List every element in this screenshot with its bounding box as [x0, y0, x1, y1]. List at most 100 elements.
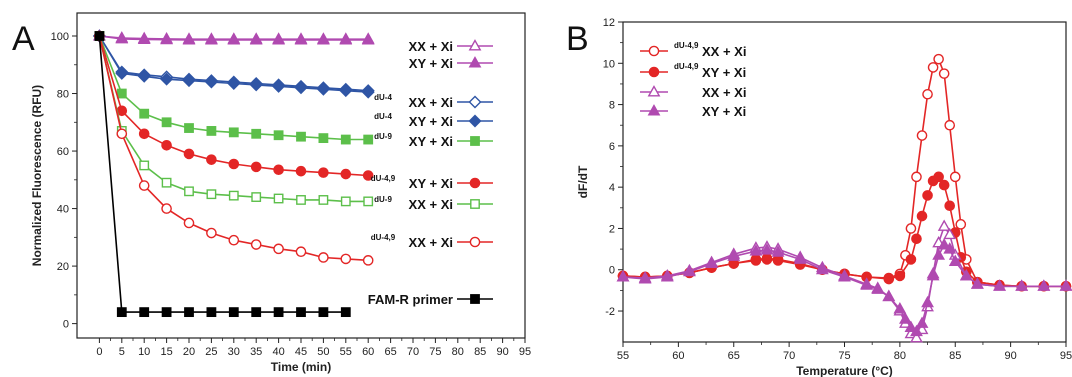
- legend-label: XY + Xi: [409, 176, 453, 191]
- data-point: [115, 66, 129, 80]
- legend-label: XY + Xi: [409, 134, 453, 149]
- legend-marker: [648, 45, 660, 57]
- data-point: [184, 123, 194, 133]
- legend-marker: [468, 95, 482, 109]
- data-point: [228, 127, 239, 138]
- data-point: [361, 85, 375, 99]
- panel-label: A: [12, 20, 35, 58]
- y-tick-label: -2: [605, 306, 615, 318]
- data-point: [116, 88, 127, 99]
- legend-marker: [468, 114, 482, 128]
- data-point: [184, 307, 194, 318]
- data-point: [899, 312, 912, 324]
- x-tick-label: 90: [1005, 350, 1017, 362]
- data-point: [838, 270, 851, 282]
- x-tick-label: 35: [250, 346, 262, 358]
- data-point: [904, 320, 918, 333]
- x-axis-label: Time (min): [271, 360, 331, 374]
- legend-superscript: dU-9: [374, 132, 392, 141]
- data-point: [905, 254, 917, 265]
- legend-superscript: dU-4: [374, 112, 392, 121]
- data-point: [362, 255, 374, 266]
- data-point: [911, 171, 922, 183]
- y-tick-label: 10: [603, 58, 615, 70]
- legend-superscript: dU-4: [374, 93, 392, 102]
- data-point: [683, 264, 696, 277]
- data-point: [228, 234, 240, 246]
- legend-entry: XX + Xi dU-4: [374, 93, 493, 110]
- legend-label: XX + Xi: [409, 235, 453, 250]
- x-tick-label: 10: [138, 346, 150, 358]
- data-point: [94, 31, 105, 41]
- legend-entry: XX + Xi dU-9: [374, 195, 493, 212]
- legend-label: XX + Xi: [409, 39, 453, 54]
- data-point: [294, 33, 308, 45]
- legend-label: XY + Xi: [409, 56, 453, 71]
- data-point: [251, 128, 262, 139]
- data-point: [295, 246, 307, 258]
- data-point: [296, 307, 306, 318]
- legend-entry: dU-4,9 XX + Xi: [640, 41, 746, 59]
- x-axis-label: Temperature (°C): [796, 364, 893, 377]
- data-point: [318, 252, 329, 263]
- data-point: [295, 165, 307, 177]
- x-tick-label: 80: [452, 346, 464, 358]
- data-point: [138, 128, 150, 140]
- data-point: [933, 171, 944, 183]
- data-point: [318, 195, 329, 205]
- data-point: [361, 33, 375, 45]
- data-point: [228, 190, 239, 201]
- data-point: [938, 68, 950, 79]
- series-0: [617, 53, 1072, 292]
- data-point: [638, 272, 652, 284]
- data-point: [1037, 279, 1051, 291]
- series-line: [98, 35, 346, 313]
- data-point: [249, 78, 263, 92]
- legend-entry: XY + Xi: [640, 104, 746, 119]
- series-1: [93, 29, 375, 45]
- data-point: [905, 223, 917, 234]
- data-point: [793, 252, 807, 264]
- legend-label: XY + Xi: [702, 104, 746, 119]
- y-axis-label: dF/dT: [576, 165, 590, 198]
- x-tick-label: 80: [894, 350, 906, 362]
- data-point: [944, 119, 956, 131]
- data-point: [205, 33, 218, 45]
- data-point: [296, 131, 306, 142]
- x-tick-label: 25: [205, 346, 217, 358]
- x-tick-label: 40: [272, 346, 284, 358]
- legend-entry: XY + Xi: [409, 56, 493, 71]
- data-point: [943, 227, 957, 240]
- data-point: [250, 239, 262, 250]
- data-point: [160, 72, 174, 86]
- data-point: [860, 278, 874, 290]
- legend-superscript: dU-4,9: [674, 41, 699, 50]
- legend-marker: [469, 177, 481, 189]
- y-tick-label: 12: [603, 17, 615, 29]
- data-point: [363, 196, 374, 207]
- legend-label: XX + Xi: [409, 197, 453, 212]
- legend-label: FAM-R primer: [368, 292, 453, 307]
- data-point: [161, 307, 172, 318]
- legend-marker: [469, 236, 481, 248]
- legend-entry: dU-4,9 XY + Xi: [640, 62, 746, 80]
- x-tick-label: 55: [340, 346, 352, 358]
- y-tick-label: 80: [57, 89, 69, 101]
- data-point: [161, 117, 172, 128]
- data-point: [927, 62, 939, 73]
- series-line: [98, 35, 369, 262]
- data-point: [206, 154, 217, 165]
- series-3: [616, 238, 1072, 337]
- data-point: [294, 81, 308, 95]
- data-point: [926, 269, 940, 281]
- data-point: [206, 126, 217, 136]
- data-point: [206, 307, 217, 318]
- y-axis-label: Normalized Fluorescence (RFU): [30, 85, 44, 266]
- data-point: [183, 217, 195, 229]
- legend-marker: [647, 104, 661, 116]
- x-tick-label: 0: [96, 346, 102, 358]
- data-point: [943, 242, 957, 254]
- x-tick-label: 75: [429, 346, 441, 358]
- data-point: [116, 128, 128, 140]
- data-point: [317, 33, 330, 45]
